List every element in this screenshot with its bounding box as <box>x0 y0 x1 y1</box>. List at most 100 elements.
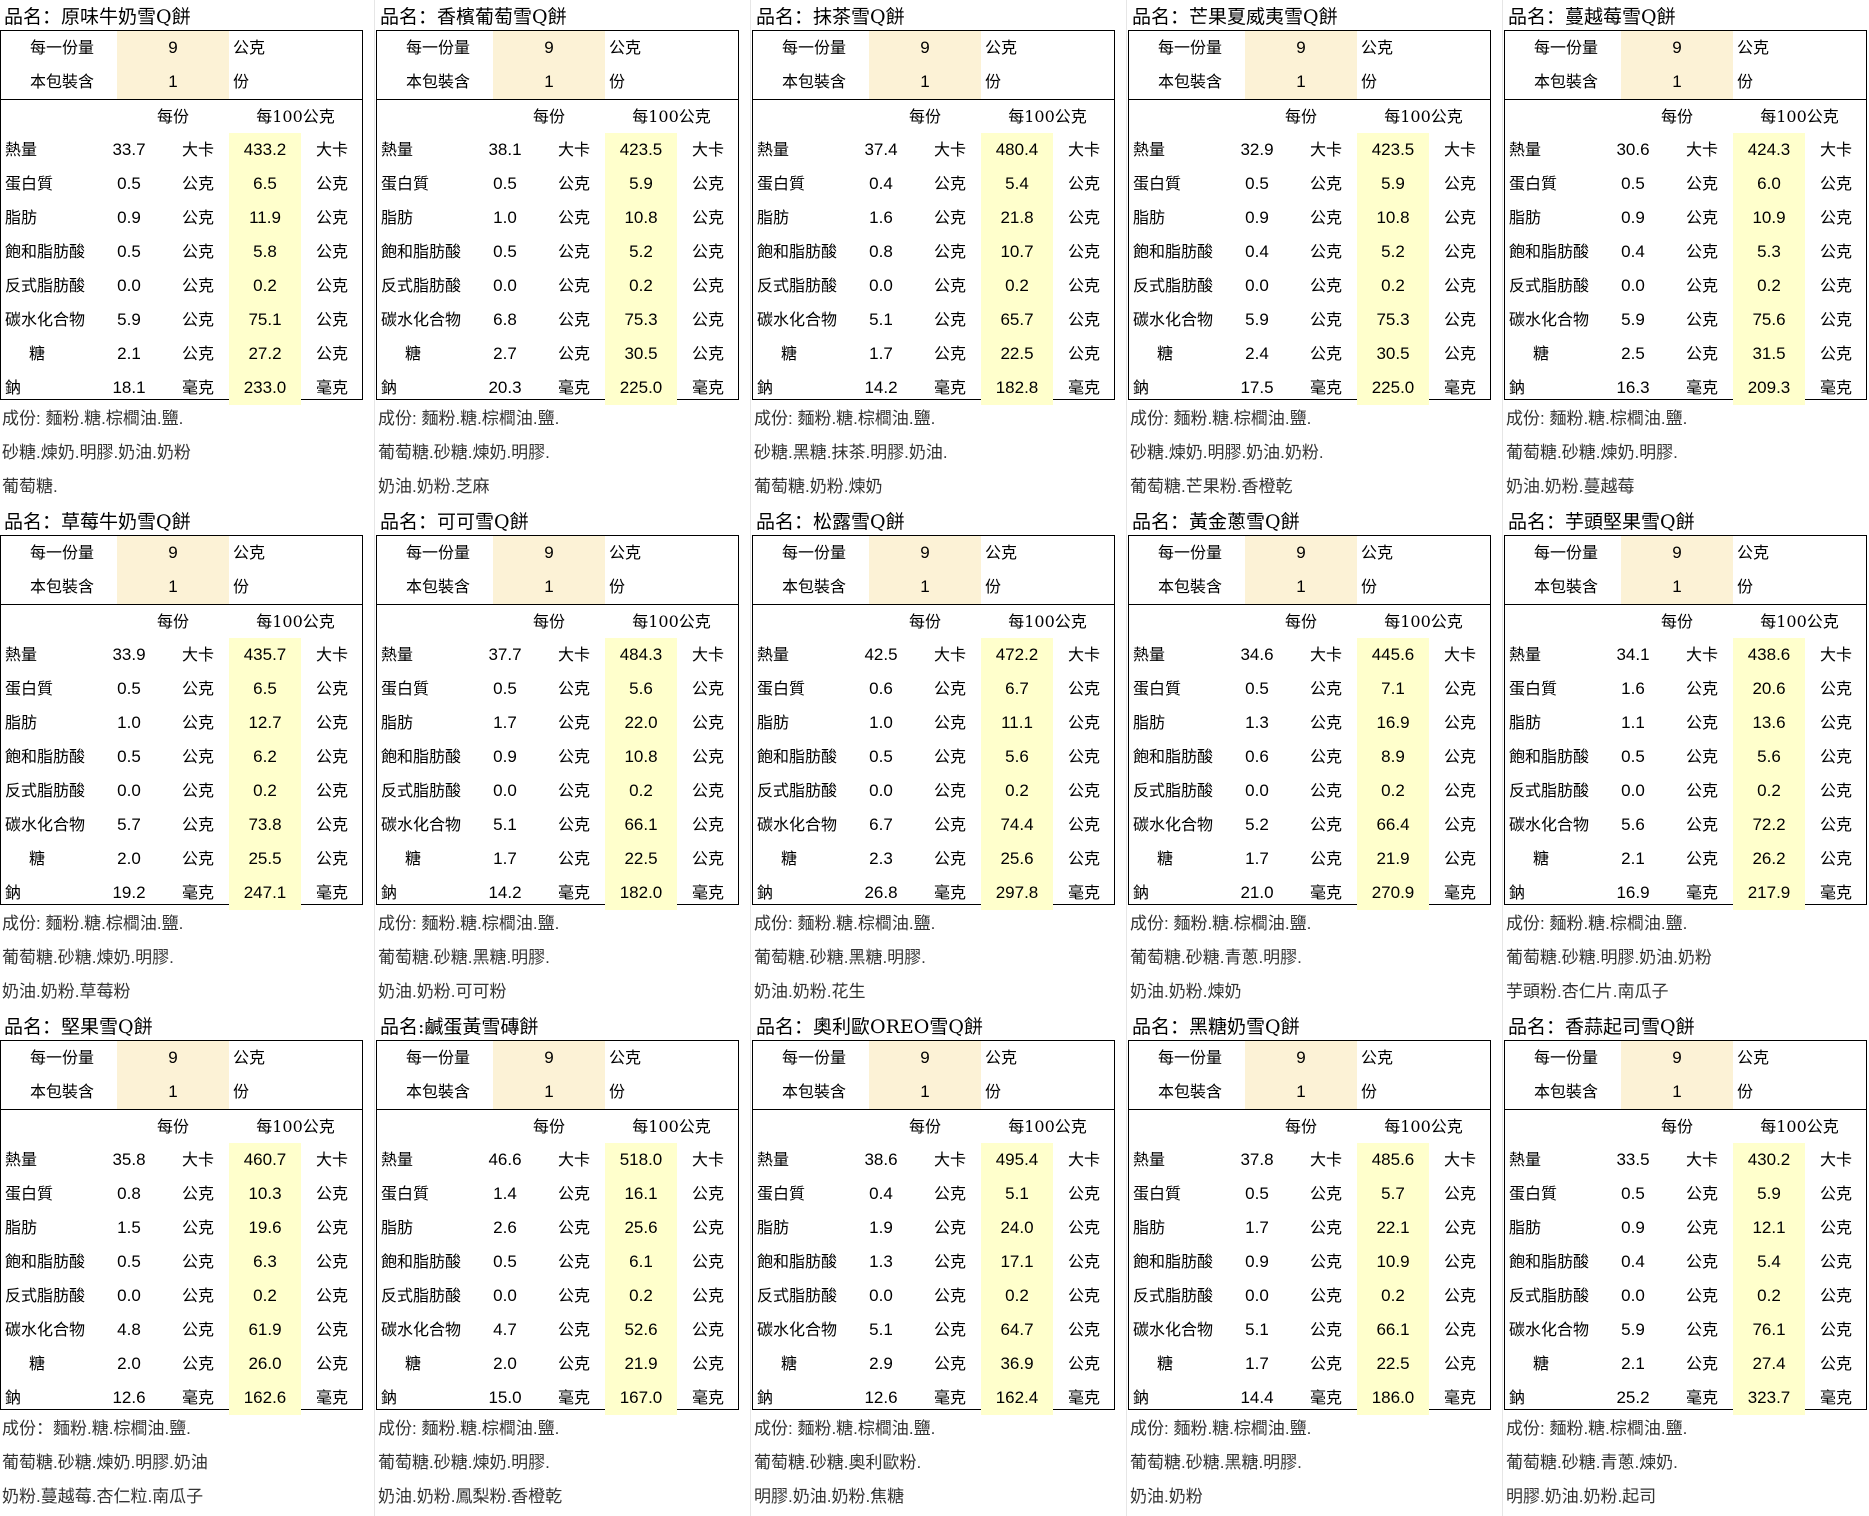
nutrient-label[interactable]: 脂肪 <box>5 713 38 732</box>
per-100g-value[interactable]: 73.8 <box>229 808 301 842</box>
servings-per-pack-label[interactable]: 本包裝含 <box>1533 1082 1598 1101</box>
per-serving-value[interactable]: 19.2 <box>112 883 146 902</box>
servings-per-pack-value[interactable]: 1 <box>869 1075 981 1109</box>
serving-value[interactable]: 9 <box>117 31 229 65</box>
per-serving-value[interactable]: 14.2 <box>488 883 522 902</box>
per-serving-unit[interactable]: 公克 <box>1685 1286 1718 1305</box>
product-title[interactable]: 品名：香蒜起司雪Q餅 <box>1508 1016 1695 1038</box>
per-100g-unit[interactable]: 公克 <box>1067 344 1100 363</box>
ingredient-line[interactable]: 奶油.奶粉.草莓粉 <box>2 982 131 1001</box>
serving-label[interactable]: 每一份量 <box>405 543 470 562</box>
servings-per-pack-value[interactable]: 1 <box>117 570 229 604</box>
nutrient-label[interactable]: 飽和脂肪酸 <box>1509 747 1590 766</box>
serving-value[interactable]: 9 <box>117 1041 229 1075</box>
per-serving-value[interactable]: 12.6 <box>864 1388 898 1407</box>
per-serving-unit[interactable]: 公克 <box>1309 815 1342 834</box>
per-100g-unit[interactable]: 毫克 <box>1443 1388 1476 1407</box>
servings-per-pack-label[interactable]: 本包裝含 <box>781 1082 846 1101</box>
per-100g-unit[interactable]: 公克 <box>1443 242 1476 261</box>
per-serving-value[interactable]: 0.0 <box>493 781 517 800</box>
per-serving-value[interactable]: 5.9 <box>117 310 141 329</box>
serving-label[interactable]: 每一份量 <box>29 543 94 562</box>
ingredient-line[interactable]: 成份: 麵粉.糖.棕櫚油.鹽. <box>1506 409 1688 428</box>
per-100g-unit[interactable]: 毫克 <box>1819 378 1852 397</box>
per-serving-unit[interactable]: 大卡 <box>557 1150 590 1169</box>
nutrient-label[interactable]: 蛋白質 <box>5 174 54 193</box>
nutrient-label[interactable]: 糖 <box>405 849 422 868</box>
nutrient-label[interactable]: 反式脂肪酸 <box>1509 276 1590 295</box>
per-serving-unit[interactable]: 毫克 <box>1309 378 1342 397</box>
nutrient-label[interactable]: 脂肪 <box>381 1218 414 1237</box>
product-title[interactable]: 品名：蔓越莓雪Q餅 <box>1508 6 1676 28</box>
per-100g-unit[interactable]: 公克 <box>1819 1320 1852 1339</box>
ingredient-line[interactable]: 明膠.奶油.奶粉.焦糖 <box>754 1487 905 1506</box>
per-100g-unit[interactable]: 公克 <box>1819 1354 1852 1373</box>
servings-per-pack-value[interactable]: 1 <box>1621 570 1733 604</box>
per-serving-value[interactable]: 14.4 <box>1240 1388 1274 1407</box>
per-100g-value[interactable]: 6.1 <box>605 1245 677 1279</box>
servings-per-pack-unit[interactable]: 份 <box>233 577 250 596</box>
ingredient-line[interactable]: 成份: 麵粉.糖.棕櫚油.鹽. <box>1506 914 1688 933</box>
per-100g-header[interactable]: 每100公克 <box>1384 1117 1463 1136</box>
per-serving-value[interactable]: 16.9 <box>1616 883 1650 902</box>
nutrient-label[interactable]: 熱量 <box>1509 1150 1542 1169</box>
per-serving-unit[interactable]: 公克 <box>557 242 590 261</box>
per-100g-unit[interactable]: 公克 <box>691 1184 724 1203</box>
per-serving-value[interactable]: 0.4 <box>1621 242 1645 261</box>
nutrient-label[interactable]: 蛋白質 <box>5 1184 54 1203</box>
per-serving-value[interactable]: 2.3 <box>869 849 893 868</box>
per-100g-value[interactable]: 75.3 <box>605 303 677 337</box>
per-serving-unit[interactable]: 大卡 <box>933 645 966 664</box>
per-100g-value[interactable]: 11.1 <box>981 706 1053 740</box>
per-100g-unit[interactable]: 公克 <box>1067 747 1100 766</box>
per-100g-unit[interactable]: 大卡 <box>1443 645 1476 664</box>
per-serving-value[interactable]: 42.5 <box>864 645 898 664</box>
per-100g-header[interactable]: 每100公克 <box>1760 612 1839 631</box>
per-serving-unit[interactable]: 大卡 <box>1309 645 1342 664</box>
ingredient-line[interactable]: 葡萄糖.奶粉.煉奶 <box>754 477 883 496</box>
ingredient-line[interactable]: 明膠.奶油.奶粉.起司 <box>1506 1487 1657 1506</box>
nutrient-label[interactable]: 蛋白質 <box>1509 174 1558 193</box>
servings-per-pack-value[interactable]: 1 <box>1621 1075 1733 1109</box>
per-serving-unit[interactable]: 公克 <box>1685 815 1718 834</box>
per-serving-value[interactable]: 1.0 <box>493 208 517 227</box>
product-title[interactable]: 品名：堅果雪Q餅 <box>4 1016 153 1038</box>
per-serving-value[interactable]: 34.1 <box>1616 645 1650 664</box>
per-serving-value[interactable]: 0.8 <box>869 242 893 261</box>
per-serving-value[interactable]: 6.7 <box>869 815 893 834</box>
per-100g-unit[interactable]: 公克 <box>691 1286 724 1305</box>
per-100g-unit[interactable]: 公克 <box>1067 1252 1100 1271</box>
servings-per-pack-label[interactable]: 本包裝含 <box>405 72 470 91</box>
ingredient-line[interactable]: 成份: 麵粉.糖.棕櫚油.鹽. <box>378 1419 560 1438</box>
per-100g-unit[interactable]: 公克 <box>315 1286 348 1305</box>
per-100g-unit[interactable]: 毫克 <box>1067 378 1100 397</box>
per-100g-value[interactable]: 182.8 <box>981 371 1053 405</box>
per-100g-header[interactable]: 每100公克 <box>1384 612 1463 631</box>
per-100g-value[interactable]: 484.3 <box>605 638 677 672</box>
per-100g-value[interactable]: 26.0 <box>229 1347 301 1381</box>
per-100g-value[interactable]: 10.9 <box>1733 201 1805 235</box>
per-serving-unit[interactable]: 公克 <box>1685 174 1718 193</box>
per-100g-unit[interactable]: 大卡 <box>691 1150 724 1169</box>
per-100g-unit[interactable]: 毫克 <box>691 378 724 397</box>
per-serving-header[interactable]: 每份 <box>908 612 941 631</box>
per-100g-value[interactable]: 6.3 <box>229 1245 301 1279</box>
per-serving-unit[interactable]: 公克 <box>181 276 214 295</box>
per-100g-unit[interactable]: 公克 <box>315 1218 348 1237</box>
per-100g-unit[interactable]: 公克 <box>1819 276 1852 295</box>
nutrient-label[interactable]: 蛋白質 <box>381 1184 430 1203</box>
per-100g-unit[interactable]: 大卡 <box>315 645 348 664</box>
per-100g-unit[interactable]: 毫克 <box>691 1388 724 1407</box>
servings-per-pack-unit[interactable]: 份 <box>233 1082 250 1101</box>
nutrient-label[interactable]: 反式脂肪酸 <box>381 276 462 295</box>
nutrient-label[interactable]: 反式脂肪酸 <box>381 781 462 800</box>
servings-per-pack-value[interactable]: 1 <box>869 65 981 99</box>
per-100g-unit[interactable]: 大卡 <box>691 140 724 159</box>
per-100g-value[interactable]: 472.2 <box>981 638 1053 672</box>
serving-value[interactable]: 9 <box>869 1041 981 1075</box>
per-100g-value[interactable]: 433.2 <box>229 133 301 167</box>
per-100g-value[interactable]: 22.1 <box>1357 1211 1429 1245</box>
per-serving-value[interactable]: 0.4 <box>1621 1252 1645 1271</box>
ingredient-line[interactable]: 葡萄糖.砂糖.煉奶.明膠. <box>1506 443 1678 462</box>
nutrient-label[interactable]: 熱量 <box>757 645 790 664</box>
